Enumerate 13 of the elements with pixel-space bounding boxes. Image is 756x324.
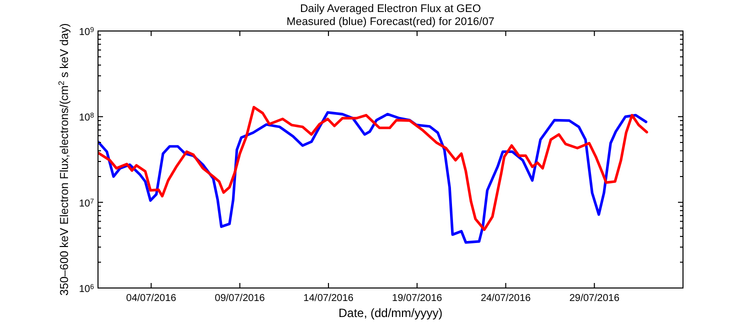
y-tick-label: 10$^{6}$ xyxy=(78,284,94,295)
x-axis-title: Date, (dd/mm/yyyy) xyxy=(338,306,443,320)
y-tick-label: 10$^{8}$ xyxy=(78,112,94,124)
x-tick-label: 09/07/2016 xyxy=(214,293,266,304)
y-tick-label: 10$^{7}$ xyxy=(78,198,94,210)
x-tick-label: 19/07/2016 xyxy=(392,293,443,304)
chart-title: Daily Averaged Electron Flux at GEO xyxy=(300,3,482,15)
x-tick-label: 24/07/2016 xyxy=(480,293,532,304)
y-tick-label: 10$^{9}$ xyxy=(78,26,94,38)
chart-subtitle: Measured (blue) Forecast(red) for 2016/07 xyxy=(286,16,494,28)
x-tick-label: 14/07/2016 xyxy=(303,293,354,304)
x-tick-label: 29/07/2016 xyxy=(569,293,620,304)
x-tick-label: 04/07/2016 xyxy=(126,293,177,304)
